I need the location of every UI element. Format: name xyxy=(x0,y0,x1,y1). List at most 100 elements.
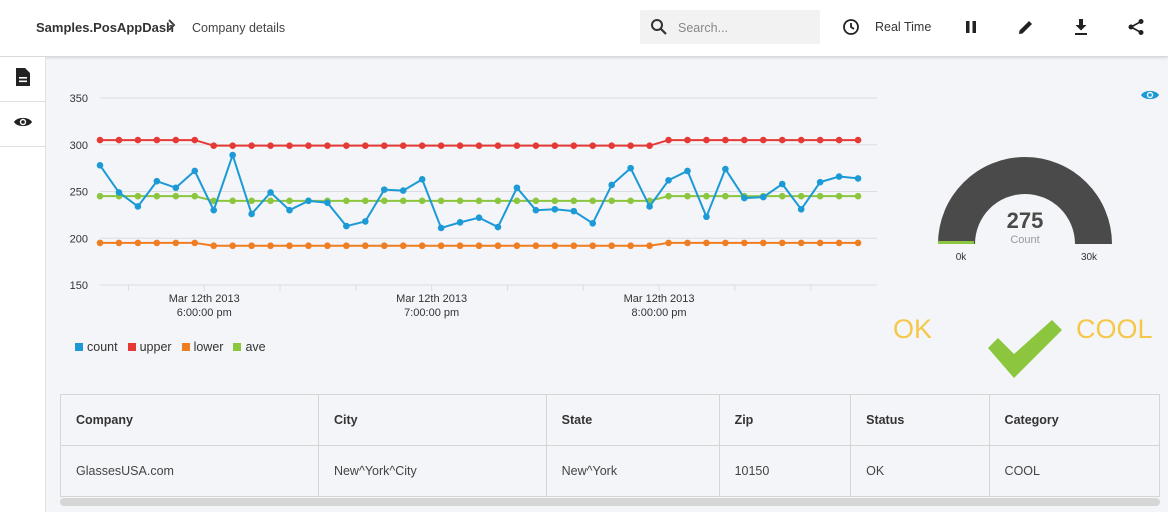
data-point-count xyxy=(741,194,748,202)
data-point-ave xyxy=(513,197,521,205)
pencil-icon[interactable] xyxy=(1016,17,1036,37)
data-point-ave xyxy=(551,197,559,205)
data-point-upper xyxy=(627,142,634,149)
sidebar-document-button[interactable] xyxy=(0,57,45,102)
data-point-upper xyxy=(305,142,312,149)
sidebar-eye-button[interactable] xyxy=(0,102,45,147)
legend-label: count xyxy=(87,340,118,354)
data-point-upper xyxy=(286,142,293,149)
data-point-ave xyxy=(456,197,464,205)
share-icon[interactable] xyxy=(1126,17,1146,37)
cell-company: GlassesUSA.com xyxy=(60,445,319,497)
legend-item-ave[interactable]: ave xyxy=(233,340,266,354)
data-point-ave xyxy=(399,197,407,205)
data-point-lower xyxy=(134,239,142,247)
column-header-zip[interactable]: Zip xyxy=(718,394,852,446)
data-point-upper xyxy=(172,136,180,144)
eye-icon xyxy=(13,115,33,134)
legend-item-lower[interactable]: lower xyxy=(181,340,223,354)
status-ok-text: OK xyxy=(893,314,933,344)
gauge-chart: 275 Count 0k 30k xyxy=(938,157,1112,262)
data-point-ave xyxy=(229,197,236,205)
data-point-lower xyxy=(115,239,123,247)
data-point-lower xyxy=(608,242,615,250)
download-icon[interactable] xyxy=(1071,17,1091,37)
data-point-lower xyxy=(570,242,578,250)
table-row[interactable]: GlassesUSA.com New^York^City New^York 10… xyxy=(60,445,1161,497)
company-table: Company City State Zip Status Category G… xyxy=(60,394,1161,497)
visibility-toggle-eye-icon[interactable] xyxy=(1140,88,1160,107)
data-point-upper xyxy=(665,136,672,144)
data-point-lower xyxy=(646,242,653,250)
data-point-upper xyxy=(362,142,369,149)
data-point-upper xyxy=(418,142,426,149)
data-point-count xyxy=(191,167,199,175)
y-tick-label: 250 xyxy=(70,187,88,199)
data-point-lower xyxy=(96,239,104,247)
y-tick-label: 200 xyxy=(70,233,88,245)
data-point-count xyxy=(399,187,407,194)
pause-icon[interactable] xyxy=(961,17,981,37)
data-point-ave xyxy=(835,192,843,200)
horizontal-scrollbar[interactable] xyxy=(60,498,1160,506)
data-point-upper xyxy=(96,136,104,144)
data-point-ave xyxy=(437,197,445,205)
legend-item-count[interactable]: count xyxy=(75,340,118,354)
data-point-upper xyxy=(722,136,729,144)
data-point-upper xyxy=(267,142,274,149)
data-point-upper xyxy=(532,142,540,149)
legend-item-upper[interactable]: upper xyxy=(127,340,172,354)
data-point-ave xyxy=(418,197,426,205)
data-point-count xyxy=(835,173,843,180)
data-point-lower xyxy=(172,239,180,247)
data-point-upper xyxy=(210,142,218,149)
data-point-lower xyxy=(267,242,274,250)
line-chart: 150 200 250 300 350 Mar 12th 2013 6:00:00 pm Ma… xyxy=(70,93,877,319)
data-point-upper xyxy=(835,136,843,144)
x-tick-label: Mar 12th 2013 xyxy=(396,293,467,305)
data-point-count xyxy=(362,218,369,225)
data-point-ave xyxy=(665,192,672,200)
data-point-upper xyxy=(551,142,559,149)
data-point-count xyxy=(343,222,350,230)
data-point-count xyxy=(210,206,218,214)
data-point-lower xyxy=(418,242,426,250)
data-point-count xyxy=(627,164,634,172)
column-header-state[interactable]: State xyxy=(545,394,720,446)
column-header-category[interactable]: Category xyxy=(988,394,1161,446)
data-point-count xyxy=(267,189,274,196)
gauge-arc xyxy=(938,157,1112,244)
data-point-ave xyxy=(343,197,350,205)
data-point-count xyxy=(172,184,180,192)
data-point-count xyxy=(589,219,597,227)
document-icon xyxy=(15,67,31,92)
data-point-lower xyxy=(835,239,843,247)
data-point-ave xyxy=(96,192,104,200)
column-header-status[interactable]: Status xyxy=(850,394,990,446)
data-point-count xyxy=(418,176,426,183)
data-point-upper xyxy=(456,142,464,149)
data-point-count xyxy=(570,207,578,215)
data-point-upper xyxy=(741,136,748,144)
y-tick-label: 150 xyxy=(70,280,88,292)
search-input[interactable] xyxy=(676,17,816,39)
data-point-upper xyxy=(589,142,597,149)
data-point-upper xyxy=(153,136,161,144)
column-header-company[interactable]: Company xyxy=(60,394,319,446)
data-point-upper xyxy=(115,136,123,144)
data-point-lower xyxy=(722,239,729,247)
breadcrumb-app[interactable]: Samples.PosAppDash xyxy=(36,20,174,35)
data-point-lower xyxy=(286,242,293,250)
data-point-ave xyxy=(684,192,691,200)
gauge-min-label: 0k xyxy=(956,252,968,262)
data-point-ave xyxy=(475,197,483,205)
realtime-label[interactable]: Real Time xyxy=(875,20,932,34)
search-box[interactable] xyxy=(640,10,820,44)
data-point-lower xyxy=(703,239,710,247)
data-point-lower xyxy=(191,239,199,247)
clock-icon[interactable] xyxy=(841,17,861,37)
chart-legend: count upper lower ave xyxy=(75,340,266,354)
data-point-count xyxy=(248,210,255,218)
data-point-lower xyxy=(551,242,559,250)
column-header-city[interactable]: City xyxy=(317,394,547,446)
